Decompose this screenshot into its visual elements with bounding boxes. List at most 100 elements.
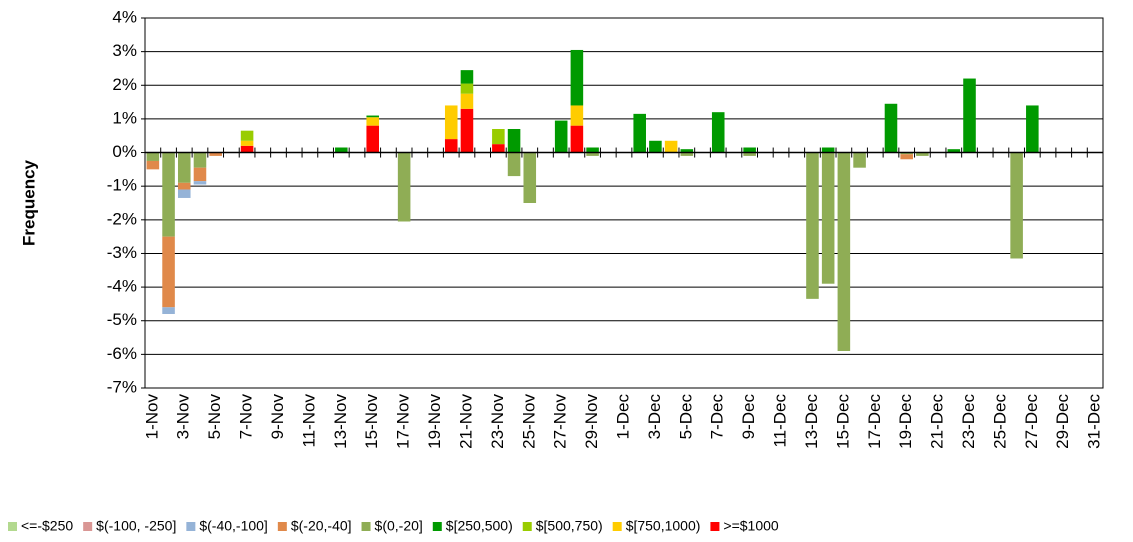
bar <box>916 152 929 156</box>
bar <box>460 93 474 109</box>
bar <box>209 152 222 156</box>
legend-label: <=-$250 <box>21 518 73 534</box>
x-tick-label: 25-Nov <box>519 394 538 449</box>
legend-label: $[250,500) <box>446 518 513 534</box>
bar <box>146 160 160 170</box>
legend-swatch <box>710 522 720 531</box>
x-tick-label: 31-Dec <box>1085 394 1104 449</box>
legend-swatch <box>432 522 442 531</box>
bar <box>947 149 961 153</box>
legend-label: $(-20,-40] <box>291 518 352 534</box>
y-tick-label: 0% <box>112 142 137 161</box>
x-tick-label: 11-Nov <box>299 394 318 448</box>
legend-label: $(0,-20] <box>375 518 423 534</box>
bar <box>162 236 175 308</box>
x-tick-label: 23-Nov <box>488 394 507 449</box>
bar <box>177 182 191 190</box>
x-tick-label: 17-Dec <box>865 394 884 449</box>
bar <box>177 152 191 183</box>
x-tick-label: 27-Dec <box>1022 394 1041 449</box>
bar <box>366 115 380 118</box>
bar <box>570 125 584 153</box>
legend-swatch <box>522 522 532 531</box>
bar <box>240 140 254 146</box>
legend-swatch <box>612 522 622 531</box>
bar <box>460 108 474 153</box>
bar <box>963 78 976 153</box>
bar <box>743 147 756 153</box>
bar <box>240 145 254 153</box>
x-tick-label: 13-Dec <box>802 394 821 449</box>
y-tick-label: -2% <box>107 209 137 228</box>
x-tick-label: 5-Dec <box>676 394 695 440</box>
bar <box>366 117 380 126</box>
bar <box>444 139 458 153</box>
bar <box>444 105 458 140</box>
x-tick-label: 29-Nov <box>582 394 601 449</box>
bar <box>586 152 599 156</box>
bar <box>366 125 380 153</box>
bar <box>570 105 584 126</box>
bar <box>193 181 207 185</box>
y-tick-label: -1% <box>107 176 137 195</box>
legend-swatch <box>186 522 196 531</box>
y-tick-label: -6% <box>107 344 137 363</box>
legend-label: $(-40,-100] <box>199 518 267 534</box>
bar <box>193 152 207 168</box>
bar <box>1026 105 1039 153</box>
x-tick-label: 1-Nov <box>142 394 161 440</box>
bar <box>1010 152 1023 259</box>
bar <box>335 147 348 153</box>
bar <box>900 152 913 155</box>
x-tick-label: 9-Dec <box>739 394 758 440</box>
x-tick-label: 27-Nov <box>551 394 570 449</box>
legend-label: $(-100, -250] <box>96 518 176 534</box>
bar <box>853 152 866 168</box>
x-tick-label: 15-Nov <box>362 394 381 449</box>
bar <box>570 49 584 106</box>
bar <box>633 113 646 153</box>
bar <box>507 129 521 153</box>
x-tick-label: 19-Nov <box>425 394 444 449</box>
bar <box>162 152 175 237</box>
bar <box>193 167 207 182</box>
y-tick-label: -7% <box>107 377 137 396</box>
y-tick-label: -5% <box>107 310 137 329</box>
bar <box>821 147 835 153</box>
bar <box>649 140 662 153</box>
y-tick-label: -3% <box>107 243 137 262</box>
bar <box>492 129 505 145</box>
y-tick-label: 3% <box>112 41 137 60</box>
x-tick-label: 3-Nov <box>174 394 193 440</box>
x-tick-label: 25-Dec <box>990 394 1009 449</box>
x-tick-label: 21-Dec <box>928 394 947 449</box>
x-tick-label: 3-Dec <box>645 394 664 440</box>
x-tick-label: 1-Dec <box>613 394 632 440</box>
bar <box>806 152 819 299</box>
bar <box>162 307 175 314</box>
y-tick-label: 2% <box>112 75 137 94</box>
bar <box>884 103 898 153</box>
bar <box>146 152 160 161</box>
x-tick-label: 7-Nov <box>237 394 256 440</box>
legend-swatch <box>83 522 93 531</box>
x-tick-label: 7-Dec <box>708 394 727 440</box>
bar <box>680 149 694 153</box>
legend-label: $[750,1000) <box>626 518 701 534</box>
bar <box>507 152 521 177</box>
legend-swatch <box>8 522 17 531</box>
legend-swatch <box>277 522 287 531</box>
bar <box>837 152 851 351</box>
bar <box>460 83 474 94</box>
y-tick-label: 4% <box>112 7 137 26</box>
x-tick-label: 9-Nov <box>268 394 287 440</box>
x-tick-label: 23-Dec <box>959 394 978 449</box>
y-tick-label: 1% <box>112 108 137 127</box>
x-tick-label: 19-Dec <box>896 394 915 449</box>
x-tick-label: 5-Nov <box>205 394 224 440</box>
bar <box>586 147 599 153</box>
y-tick-label: -4% <box>107 277 137 296</box>
bar <box>821 152 835 284</box>
bar <box>664 140 678 153</box>
plot-border <box>144 17 1104 389</box>
